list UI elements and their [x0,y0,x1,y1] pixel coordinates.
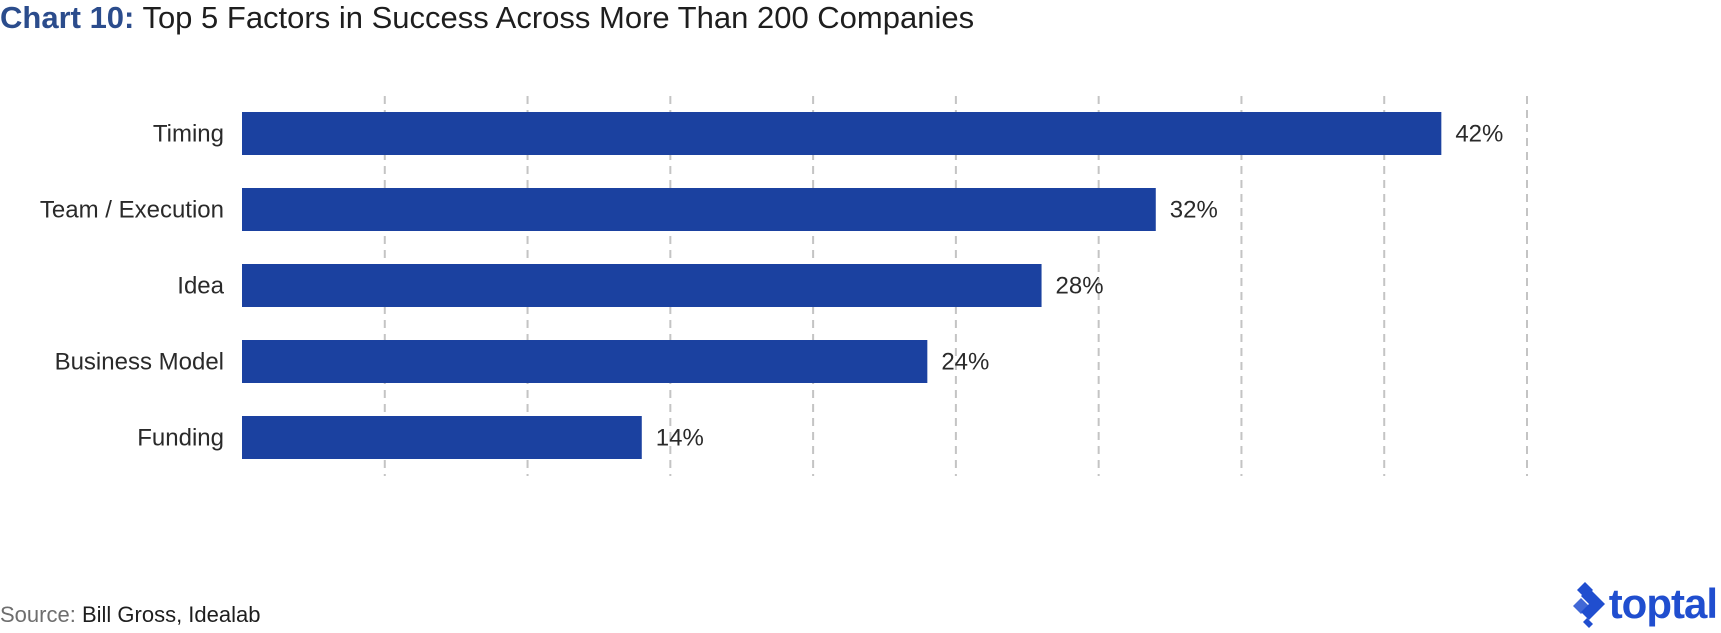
labels: Timing 42% Team / Execution 32% Idea 28% Busin… [40,121,1503,452]
toptal-logo: toptal [1571,580,1718,628]
source-note: Source: Bill Gross, Idealab [0,602,260,628]
category-label: Business Model [55,349,224,376]
source-prefix: Source: [0,602,76,627]
value-label: 14% [656,425,704,452]
category-label: Team / Execution [40,197,224,224]
bar [242,416,642,459]
chart-title: Chart 10: Top 5 Factors in Success Acros… [0,0,974,36]
value-label: 32% [1170,197,1218,224]
toptal-logo-icon [1572,582,1605,628]
value-label: 24% [941,349,989,376]
bar [242,340,928,383]
category-label: Idea [177,273,224,300]
bars [242,112,1442,459]
chart-title-text: Top 5 Factors in Success Across More Tha… [142,0,975,35]
toptal-logo-text: toptal [1608,580,1718,627]
bar [242,264,1042,307]
value-label: 42% [1455,121,1503,148]
bar [242,188,1156,231]
chart-number: Chart 10: [0,0,135,35]
category-label: Timing [153,121,224,148]
source-text: Bill Gross, Idealab [81,602,261,627]
value-label: 28% [1056,273,1104,300]
category-label: Funding [137,425,224,452]
bar [242,112,1442,155]
